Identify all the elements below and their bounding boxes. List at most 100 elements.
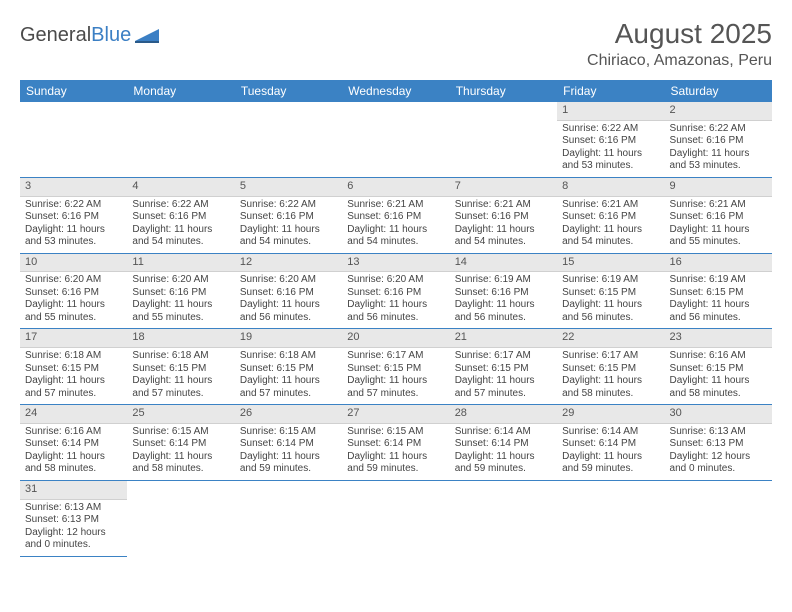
calendar-table: SundayMondayTuesdayWednesdayThursdayFrid… <box>20 80 772 557</box>
empty-cell <box>127 480 234 556</box>
sunrise-text: Sunrise: 6:13 AM <box>670 426 767 439</box>
day-number: 6 <box>342 178 449 197</box>
sunrise-text: Sunrise: 6:21 AM <box>455 199 552 212</box>
calendar-row: 24Sunrise: 6:16 AMSunset: 6:14 PMDayligh… <box>20 405 772 481</box>
day-number: 29 <box>557 405 664 424</box>
sunrise-text: Sunrise: 6:18 AM <box>132 350 229 363</box>
sunrise-text: Sunrise: 6:22 AM <box>132 199 229 212</box>
day-number: 4 <box>127 178 234 197</box>
daylight-text: Daylight: 11 hours and 59 minutes. <box>347 451 444 476</box>
day-info: Sunrise: 6:15 AMSunset: 6:14 PMDaylight:… <box>127 424 234 480</box>
sunrise-text: Sunrise: 6:21 AM <box>347 199 444 212</box>
sunrise-text: Sunrise: 6:22 AM <box>670 123 767 136</box>
sunset-text: Sunset: 6:14 PM <box>347 438 444 451</box>
sunset-text: Sunset: 6:15 PM <box>240 363 337 376</box>
day-header: Sunday <box>20 80 127 102</box>
day-info: Sunrise: 6:15 AMSunset: 6:14 PMDaylight:… <box>235 424 342 480</box>
empty-cell <box>342 102 449 177</box>
day-number: 10 <box>20 254 127 273</box>
sunset-text: Sunset: 6:16 PM <box>562 135 659 148</box>
sunrise-text: Sunrise: 6:20 AM <box>347 274 444 287</box>
day-cell: 19Sunrise: 6:18 AMSunset: 6:15 PMDayligh… <box>235 329 342 405</box>
day-cell: 12Sunrise: 6:20 AMSunset: 6:16 PMDayligh… <box>235 253 342 329</box>
day-number: 18 <box>127 329 234 348</box>
day-number: 21 <box>450 329 557 348</box>
empty-cell <box>342 480 449 556</box>
daylight-text: Daylight: 12 hours and 0 minutes. <box>670 451 767 476</box>
day-number: 28 <box>450 405 557 424</box>
day-cell: 1Sunrise: 6:22 AMSunset: 6:16 PMDaylight… <box>557 102 664 177</box>
daylight-text: Daylight: 11 hours and 57 minutes. <box>132 375 229 400</box>
day-cell: 21Sunrise: 6:17 AMSunset: 6:15 PMDayligh… <box>450 329 557 405</box>
day-cell: 23Sunrise: 6:16 AMSunset: 6:15 PMDayligh… <box>665 329 772 405</box>
day-header: Saturday <box>665 80 772 102</box>
day-info: Sunrise: 6:20 AMSunset: 6:16 PMDaylight:… <box>127 272 234 328</box>
day-info: Sunrise: 6:16 AMSunset: 6:15 PMDaylight:… <box>665 348 772 404</box>
sunset-text: Sunset: 6:14 PM <box>132 438 229 451</box>
sunset-text: Sunset: 6:16 PM <box>455 211 552 224</box>
day-number: 30 <box>665 405 772 424</box>
calendar-row: 3Sunrise: 6:22 AMSunset: 6:16 PMDaylight… <box>20 177 772 253</box>
sunset-text: Sunset: 6:15 PM <box>25 363 122 376</box>
day-number: 16 <box>665 254 772 273</box>
sunset-text: Sunset: 6:15 PM <box>670 287 767 300</box>
daylight-text: Daylight: 11 hours and 57 minutes. <box>240 375 337 400</box>
day-info: Sunrise: 6:17 AMSunset: 6:15 PMDaylight:… <box>450 348 557 404</box>
day-header: Friday <box>557 80 664 102</box>
day-cell: 24Sunrise: 6:16 AMSunset: 6:14 PMDayligh… <box>20 405 127 481</box>
day-info: Sunrise: 6:14 AMSunset: 6:14 PMDaylight:… <box>450 424 557 480</box>
calendar-head: SundayMondayTuesdayWednesdayThursdayFrid… <box>20 80 772 102</box>
day-number: 31 <box>20 481 127 500</box>
day-cell: 28Sunrise: 6:14 AMSunset: 6:14 PMDayligh… <box>450 405 557 481</box>
day-info: Sunrise: 6:18 AMSunset: 6:15 PMDaylight:… <box>127 348 234 404</box>
daylight-text: Daylight: 11 hours and 53 minutes. <box>670 148 767 173</box>
sunset-text: Sunset: 6:16 PM <box>455 287 552 300</box>
day-cell: 3Sunrise: 6:22 AMSunset: 6:16 PMDaylight… <box>20 177 127 253</box>
daylight-text: Daylight: 11 hours and 58 minutes. <box>132 451 229 476</box>
day-info: Sunrise: 6:18 AMSunset: 6:15 PMDaylight:… <box>20 348 127 404</box>
day-cell: 25Sunrise: 6:15 AMSunset: 6:14 PMDayligh… <box>127 405 234 481</box>
empty-cell <box>557 480 664 556</box>
sunrise-text: Sunrise: 6:15 AM <box>347 426 444 439</box>
logo-word-1: General <box>20 24 91 46</box>
day-info: Sunrise: 6:22 AMSunset: 6:16 PMDaylight:… <box>235 197 342 253</box>
day-number: 8 <box>557 178 664 197</box>
day-info: Sunrise: 6:16 AMSunset: 6:14 PMDaylight:… <box>20 424 127 480</box>
day-header: Thursday <box>450 80 557 102</box>
daylight-text: Daylight: 11 hours and 56 minutes. <box>347 299 444 324</box>
calendar-row: 17Sunrise: 6:18 AMSunset: 6:15 PMDayligh… <box>20 329 772 405</box>
daylight-text: Daylight: 11 hours and 55 minutes. <box>132 299 229 324</box>
daylight-text: Daylight: 11 hours and 54 minutes. <box>132 224 229 249</box>
calendar-body: 1Sunrise: 6:22 AMSunset: 6:16 PMDaylight… <box>20 102 772 556</box>
sunset-text: Sunset: 6:13 PM <box>25 514 122 527</box>
daylight-text: Daylight: 11 hours and 57 minutes. <box>455 375 552 400</box>
sunrise-text: Sunrise: 6:22 AM <box>25 199 122 212</box>
calendar-row: 10Sunrise: 6:20 AMSunset: 6:16 PMDayligh… <box>20 253 772 329</box>
daylight-text: Daylight: 11 hours and 54 minutes. <box>562 224 659 249</box>
day-info: Sunrise: 6:22 AMSunset: 6:16 PMDaylight:… <box>127 197 234 253</box>
daylight-text: Daylight: 11 hours and 55 minutes. <box>25 299 122 324</box>
title-block: August 2025 Chiriaco, Amazonas, Peru <box>587 18 772 70</box>
sunset-text: Sunset: 6:16 PM <box>240 287 337 300</box>
day-cell: 20Sunrise: 6:17 AMSunset: 6:15 PMDayligh… <box>342 329 449 405</box>
day-cell: 27Sunrise: 6:15 AMSunset: 6:14 PMDayligh… <box>342 405 449 481</box>
sunset-text: Sunset: 6:16 PM <box>132 287 229 300</box>
day-info: Sunrise: 6:19 AMSunset: 6:15 PMDaylight:… <box>665 272 772 328</box>
sunset-text: Sunset: 6:16 PM <box>132 211 229 224</box>
sunrise-text: Sunrise: 6:22 AM <box>240 199 337 212</box>
sunrise-text: Sunrise: 6:17 AM <box>562 350 659 363</box>
day-cell: 22Sunrise: 6:17 AMSunset: 6:15 PMDayligh… <box>557 329 664 405</box>
day-info: Sunrise: 6:19 AMSunset: 6:16 PMDaylight:… <box>450 272 557 328</box>
sunrise-text: Sunrise: 6:17 AM <box>455 350 552 363</box>
sunset-text: Sunset: 6:14 PM <box>240 438 337 451</box>
day-number: 7 <box>450 178 557 197</box>
sunrise-text: Sunrise: 6:19 AM <box>562 274 659 287</box>
daylight-text: Daylight: 11 hours and 56 minutes. <box>562 299 659 324</box>
day-number: 15 <box>557 254 664 273</box>
sunset-text: Sunset: 6:16 PM <box>347 287 444 300</box>
header: GeneralBlue August 2025 Chiriaco, Amazon… <box>20 18 772 70</box>
sunset-text: Sunset: 6:16 PM <box>240 211 337 224</box>
daylight-text: Daylight: 11 hours and 54 minutes. <box>455 224 552 249</box>
empty-cell <box>235 480 342 556</box>
sunrise-text: Sunrise: 6:19 AM <box>670 274 767 287</box>
